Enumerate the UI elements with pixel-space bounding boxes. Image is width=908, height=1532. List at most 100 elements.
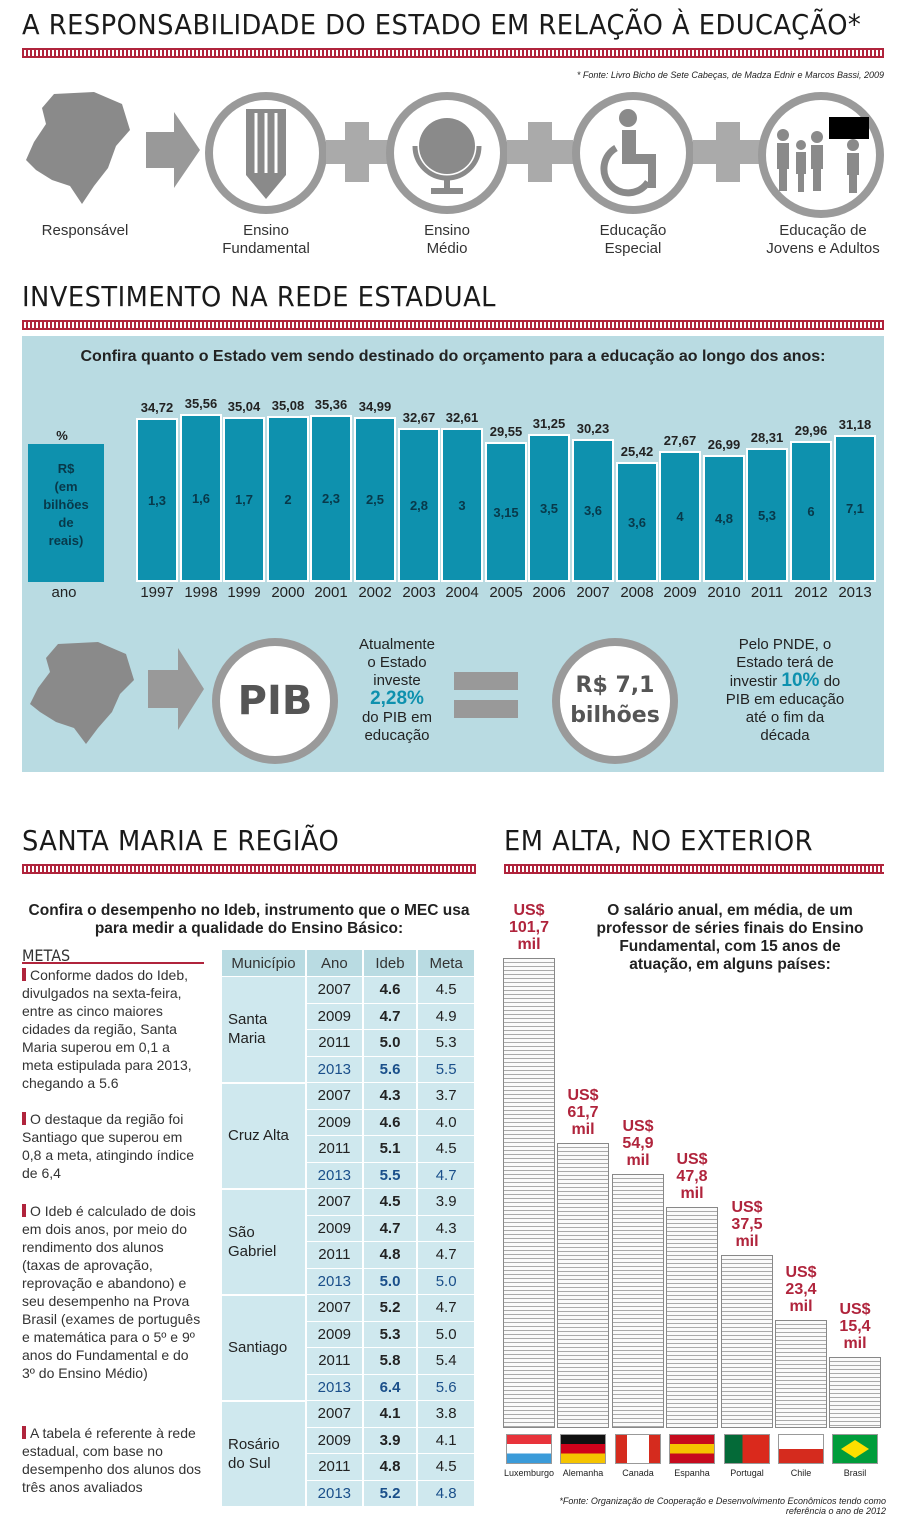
bar-rs-label: 2 [284, 491, 292, 507]
ideb-cell: 4.7 [361, 1215, 418, 1242]
ano-cell: 2011 [305, 1453, 363, 1481]
bar-year-label: 2005 [489, 584, 523, 601]
bar-year-label: 2001 [314, 584, 348, 601]
municipio-cell: Cruz Alta [220, 1082, 306, 1190]
meta-cell: 4.3 [416, 1215, 474, 1242]
bar-rs-label: 1,3 [147, 492, 167, 508]
bar-pct-label: 31,25 [532, 416, 566, 431]
meta-cell: 5.4 [416, 1347, 474, 1375]
section3-subtitle: Confira o desempenho no Ideb, instrument… [28, 902, 470, 937]
value-label: R$ 7,1 bilhões [570, 673, 660, 728]
table-row: 2009 4.7 4.3 [221, 1215, 474, 1242]
ano-cell: 2011 [305, 1135, 363, 1163]
bar-rs-label: 1,6 [191, 490, 211, 506]
flag-icon [669, 1434, 715, 1464]
flag-icon [778, 1434, 824, 1464]
bar: 3 [441, 428, 483, 582]
flag-icon [506, 1434, 552, 1464]
salary-label: US$ 61,7 mil [567, 1087, 599, 1138]
state-map-icon-2 [30, 642, 134, 744]
ideb-cell: 4.7 [361, 1003, 418, 1030]
meta-cell: 5.5 [416, 1056, 474, 1083]
meta-cell: 4.5 [416, 976, 474, 1004]
bar-pct-label: 29,55 [489, 424, 523, 439]
table-row: 2009 3.9 4.1 [221, 1427, 474, 1454]
bar-rs-label: 6 [807, 504, 815, 519]
arrow-icon [146, 112, 200, 188]
salary-label: US$ 101,7 mil [508, 902, 550, 953]
section3-divider [22, 864, 476, 874]
bar-rs-label: 2,3 [321, 491, 341, 506]
pnde-percent: 10% [781, 670, 820, 691]
ideb-cell: 5.6 [361, 1056, 418, 1083]
bar-pct-label: 35,36 [314, 397, 348, 412]
bar-year-label: 1998 [184, 584, 218, 601]
table-row: 2009 4.7 4.9 [221, 1003, 474, 1030]
bar-rs-label: 1,7 [234, 492, 254, 507]
col-municipio: Município [220, 950, 306, 977]
section1-source: * Fonte: Livro Bicho de Sete Cabeças, de… [576, 70, 884, 80]
bar: 3,6 [616, 462, 658, 582]
metas-title: METAS [22, 946, 71, 965]
ano-cell: 2009 [305, 1003, 363, 1030]
bar-rs-label: 4 [676, 509, 684, 524]
bar: 1,3 [136, 418, 178, 582]
pib-percent: 2,28% [370, 688, 424, 709]
bar-pct-label: 31,18 [838, 417, 872, 432]
bar-rs-label: 3,6 [583, 503, 603, 518]
legend-rs: R$ (em bilhões de reais) [28, 444, 104, 582]
meta-cell: 4.7 [416, 1241, 474, 1269]
section2-subtitle: Confira quanto o Estado vem sendo destin… [80, 348, 826, 365]
ideb-cell: 5.3 [361, 1321, 418, 1348]
arrow-icon-2 [148, 648, 204, 730]
legend-pct: % [56, 428, 68, 443]
meta-item-1: Conforme dados do Ideb, divulgados na se… [22, 967, 192, 1091]
table-row: São Gabriel 2007 4.5 3.9 [220, 1188, 474, 1296]
people-icon [777, 117, 869, 193]
bar-year-label: 2009 [663, 584, 697, 601]
ano-cell: 2013 [305, 1056, 363, 1083]
money-stack [557, 1143, 609, 1428]
section2-divider [22, 320, 884, 330]
country-name: Canada [622, 1468, 654, 1478]
bar-year-label: 2011 [750, 584, 784, 601]
meta-cell: 3.7 [416, 1082, 474, 1110]
bar: 6 [790, 441, 832, 582]
state-map-icon [26, 92, 130, 204]
bar: 2,5 [354, 417, 396, 582]
table-row: Santiago 2007 5.2 4.7 [220, 1294, 474, 1402]
item-label-responsavel: Responsável [41, 222, 129, 239]
bar: 4,8 [703, 455, 745, 582]
table-row: 2011 5.8 5.4 [221, 1347, 474, 1375]
bar-year-label: 1999 [227, 584, 261, 601]
bar-pct-label: 29,96 [794, 423, 828, 438]
ano-cell: 2013 [305, 1480, 363, 1507]
ideb-cell: 4.3 [361, 1082, 418, 1110]
table-row: Rosário do Sul 2007 4.1 3.8 [220, 1400, 474, 1508]
ideb-cell: 5.1 [361, 1135, 418, 1163]
table-row: 2011 5.0 5.3 [221, 1029, 474, 1057]
bar: 2,3 [310, 415, 352, 582]
ideb-cell: 4.1 [361, 1400, 418, 1428]
money-stack [612, 1174, 664, 1428]
ideb-cell: 5.0 [361, 1029, 418, 1057]
municipio-cell: Santiago [220, 1294, 306, 1402]
meta-cell: 5.6 [416, 1374, 474, 1401]
equals-icon [454, 672, 518, 690]
money-stack [503, 958, 555, 1428]
item-label-fundamental: Ensino Fundamental [222, 222, 310, 257]
money-stack [775, 1320, 827, 1428]
section3-title: SANTA MARIA E REGIÃO [22, 824, 340, 857]
meta-item-3: O Ideb é calculado de dois em dois anos,… [22, 1203, 201, 1381]
bar-year-label: 2013 [838, 584, 872, 601]
ano-cell: 2007 [305, 1294, 363, 1322]
meta-cell: 4.1 [416, 1427, 474, 1454]
meta-cell: 4.7 [416, 1162, 474, 1189]
pencil-icon [246, 109, 286, 199]
ideb-cell: 5.8 [361, 1347, 418, 1375]
ideb-cell: 3.9 [361, 1427, 418, 1454]
item-label-eja: Educação de Jovens e Adultos [766, 222, 880, 257]
bar-rs-label: 4,8 [714, 511, 734, 526]
ideb-cell: 4.6 [361, 1109, 418, 1136]
bar-pct-label: 28,31 [750, 430, 784, 445]
